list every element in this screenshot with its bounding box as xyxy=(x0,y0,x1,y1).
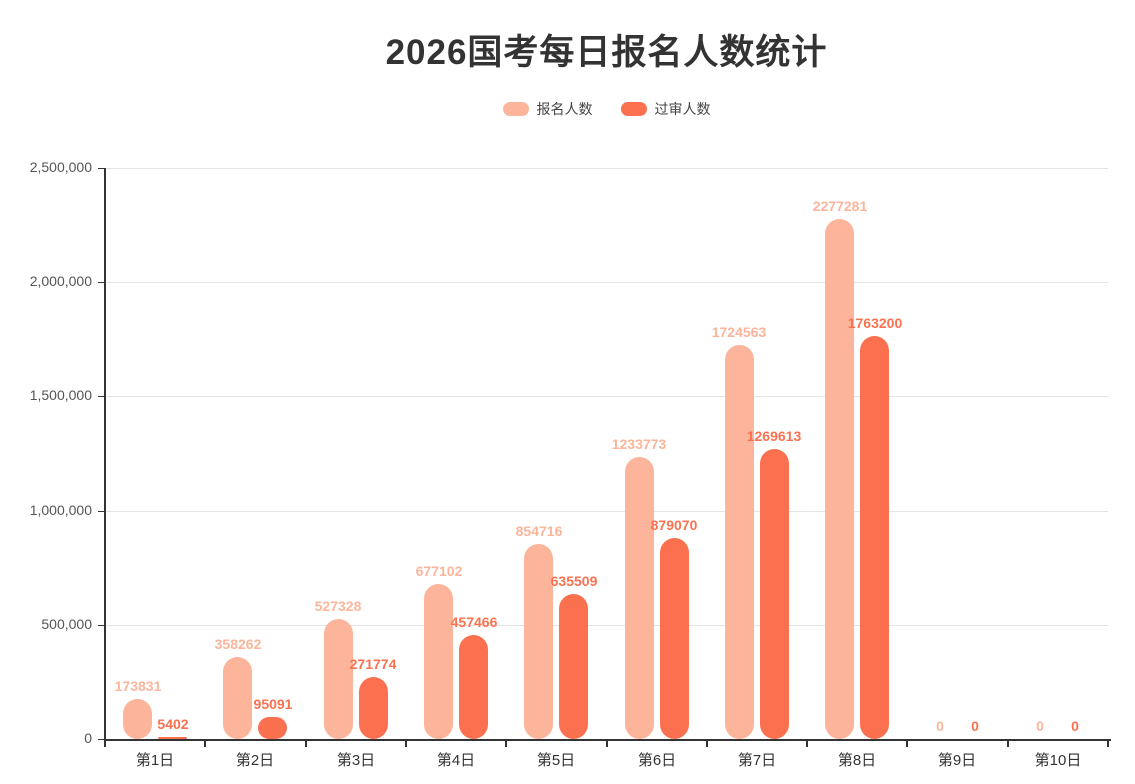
bar-value-label: 879070 xyxy=(650,517,698,533)
x-axis-tick xyxy=(405,741,407,747)
y-axis-label: 2,000,000 xyxy=(29,273,92,289)
x-axis-tick xyxy=(906,741,908,747)
bar-报名人数-day4[interactable] xyxy=(424,584,453,739)
bar-value-label: 0 xyxy=(971,718,979,734)
bar-过审人数-day5[interactable] xyxy=(559,594,588,739)
y-axis-label: 2,500,000 xyxy=(29,159,92,175)
x-axis-tick xyxy=(1107,741,1109,747)
legend-swatch-approved-icon xyxy=(620,102,647,116)
bar-value-label: 854716 xyxy=(515,523,563,539)
bar-过审人数-day3[interactable] xyxy=(359,677,388,739)
bar-value-label: 635509 xyxy=(550,573,598,589)
y-axis-tick xyxy=(98,739,105,740)
y-axis-tick xyxy=(98,168,105,169)
x-axis-label: 第9日 xyxy=(937,752,977,769)
bar-value-label: 358262 xyxy=(214,636,262,652)
bar-value-label: 5402 xyxy=(157,716,189,732)
gridline xyxy=(105,168,1108,169)
y-axis-label: 1,500,000 xyxy=(29,387,92,403)
bar-过审人数-day4[interactable] xyxy=(459,635,488,739)
gridline xyxy=(105,511,1108,512)
gridline xyxy=(105,396,1108,397)
bar-过审人数-day7[interactable] xyxy=(760,449,789,739)
bar-value-label: 1269613 xyxy=(746,428,802,444)
x-axis-label: 第1日 xyxy=(135,752,175,769)
gridline xyxy=(105,282,1108,283)
bar-过审人数-day8[interactable] xyxy=(860,336,889,739)
legend-swatch-registered-icon xyxy=(502,102,529,116)
x-axis-label: 第7日 xyxy=(737,752,777,769)
bar-value-label: 95091 xyxy=(253,696,293,712)
y-axis-label: 0 xyxy=(84,730,92,746)
bar-value-label: 0 xyxy=(936,718,944,734)
bar-value-label: 2277281 xyxy=(812,198,868,214)
bar-报名人数-day5[interactable] xyxy=(524,544,553,739)
x-axis-tick xyxy=(706,741,708,747)
gridline xyxy=(105,625,1108,626)
x-axis-tick xyxy=(505,741,507,747)
x-axis-label: 第3日 xyxy=(336,752,376,769)
chart-title: 2026国考每日报名人数统计 xyxy=(385,33,828,72)
x-axis-tick xyxy=(1007,741,1009,747)
legend-label-approved: 过审人数 xyxy=(654,101,711,117)
x-axis-tick xyxy=(606,741,608,747)
x-axis-label: 第6日 xyxy=(637,752,677,769)
bar-报名人数-day8[interactable] xyxy=(825,219,854,739)
x-axis-line xyxy=(104,739,1111,741)
x-axis-label: 第8日 xyxy=(837,752,877,769)
bar-value-label: 1233773 xyxy=(611,436,667,452)
y-axis-tick xyxy=(98,625,105,626)
y-axis-line xyxy=(104,168,106,741)
chart-legend: 报名人数 过审人数 xyxy=(105,99,1108,119)
x-axis-label: 第4日 xyxy=(436,752,476,769)
bar-value-label: 527328 xyxy=(314,598,362,614)
bar-value-label: 0 xyxy=(1071,718,1079,734)
bar-value-label: 173831 xyxy=(114,678,162,694)
bar-报名人数-day2[interactable] xyxy=(223,657,252,739)
x-axis-tick xyxy=(305,741,307,747)
bar-过审人数-day6[interactable] xyxy=(660,538,689,739)
y-axis-tick xyxy=(98,396,105,397)
bar-value-label: 457466 xyxy=(450,614,498,630)
bar-value-label: 0 xyxy=(1036,718,1044,734)
y-axis-tick xyxy=(98,282,105,283)
legend-item-registered[interactable]: 报名人数 xyxy=(502,99,593,119)
bar-value-label: 677102 xyxy=(415,563,463,579)
bar-报名人数-day7[interactable] xyxy=(725,345,754,739)
bar-报名人数-day6[interactable] xyxy=(625,457,654,739)
bar-value-label: 271774 xyxy=(349,656,397,672)
x-axis-label: 第5日 xyxy=(536,752,576,769)
x-axis-tick xyxy=(806,741,808,747)
x-axis-label: 第10日 xyxy=(1034,752,1082,769)
x-axis-tick xyxy=(104,741,106,747)
legend-label-registered: 报名人数 xyxy=(536,101,593,117)
x-axis-label: 第2日 xyxy=(235,752,275,769)
bar-value-label: 1763200 xyxy=(847,315,903,331)
legend-item-approved[interactable]: 过审人数 xyxy=(620,99,711,119)
x-axis-tick xyxy=(204,741,206,747)
bar-报名人数-day3[interactable] xyxy=(324,619,353,739)
y-axis-tick xyxy=(98,511,105,512)
bar-报名人数-day1[interactable] xyxy=(123,699,152,739)
bar-value-label: 1724563 xyxy=(711,324,767,340)
y-axis-label: 1,000,000 xyxy=(29,502,92,518)
bar-过审人数-day2[interactable] xyxy=(258,717,287,739)
y-axis-label: 500,000 xyxy=(41,616,92,632)
bar-过审人数-day1[interactable] xyxy=(158,737,187,739)
